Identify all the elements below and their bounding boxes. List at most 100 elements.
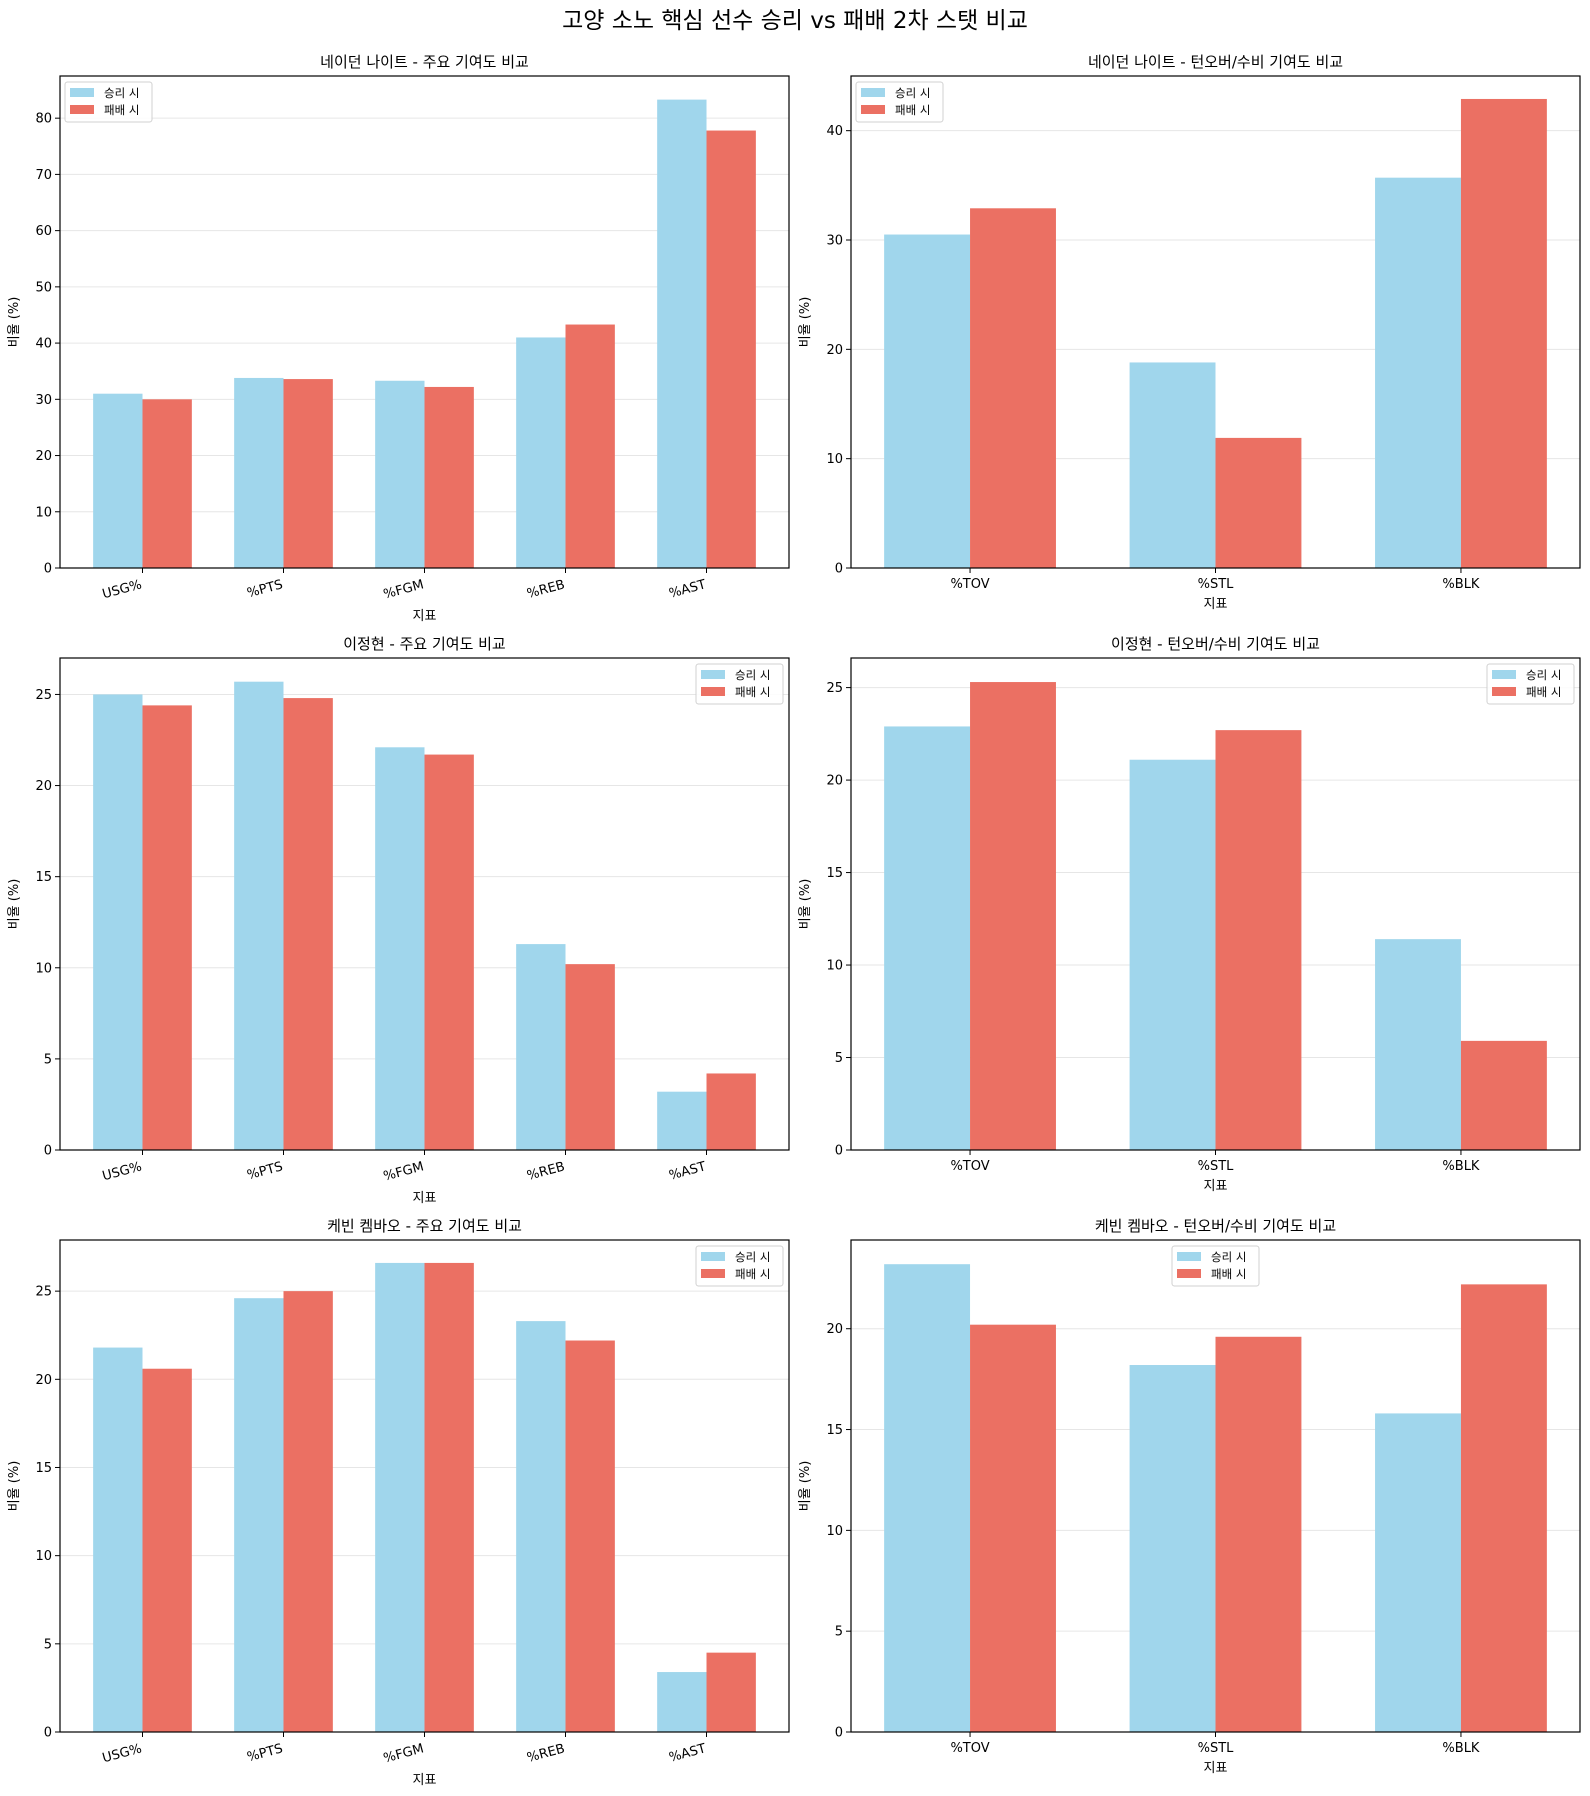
y-tick-label: 0 bbox=[835, 562, 843, 577]
x-tick-label: %STL bbox=[1198, 1159, 1235, 1174]
legend-swatch-loss bbox=[1177, 1269, 1201, 1278]
x-tick-label: %BLK bbox=[1442, 577, 1480, 592]
legend-swatch-win bbox=[70, 88, 94, 97]
y-axis-label: 비율 (%) bbox=[7, 879, 22, 930]
bar-loss-usg bbox=[142, 399, 192, 568]
legend-swatch-loss bbox=[701, 1269, 725, 1278]
x-axis-label: 지표 bbox=[1204, 1761, 1228, 1776]
bar-loss-reb bbox=[565, 1340, 615, 1732]
bar-win-fgm bbox=[375, 380, 425, 568]
y-tick-label: 10 bbox=[35, 505, 52, 520]
y-tick-label: 20 bbox=[35, 449, 52, 464]
legend-label-win: 승리 시 bbox=[735, 668, 770, 682]
y-tick-label: 0 bbox=[835, 1144, 843, 1159]
x-tick-label: %TOV bbox=[950, 1159, 989, 1174]
y-tick-label: 80 bbox=[35, 112, 52, 127]
bar-loss-usg bbox=[142, 1368, 192, 1732]
bar-win-stl bbox=[1129, 362, 1216, 568]
legend: 승리 시패배 시 bbox=[695, 1245, 784, 1287]
y-tick-label: 10 bbox=[35, 1549, 52, 1564]
figure-suptitle: 고양 소노 핵심 선수 승리 vs 패배 2차 스탯 비교 bbox=[562, 8, 1028, 34]
bar-win-tov bbox=[884, 726, 971, 1150]
subplot-title: 이정현 - 주요 기여도 비교 bbox=[343, 635, 506, 653]
y-tick-label: 5 bbox=[835, 1625, 843, 1640]
bar-win-blk bbox=[1375, 939, 1461, 1150]
bar-win-ast bbox=[657, 1672, 707, 1732]
bar-win-fgm bbox=[375, 1262, 425, 1732]
bar-loss-usg bbox=[142, 705, 192, 1150]
y-tick-label: 25 bbox=[35, 688, 52, 703]
legend-label-loss: 패배 시 bbox=[735, 1267, 770, 1281]
bar-win-usg bbox=[93, 694, 143, 1150]
legend-swatch-win bbox=[701, 670, 725, 679]
bar-win-ast bbox=[657, 1091, 707, 1150]
bar-win-pts bbox=[234, 681, 284, 1150]
y-tick-label: 30 bbox=[35, 393, 52, 408]
bar-loss-ast bbox=[706, 1073, 756, 1150]
legend-swatch-loss bbox=[70, 105, 94, 114]
legend-label-loss: 패배 시 bbox=[735, 685, 770, 699]
bar-loss-ast bbox=[706, 1652, 756, 1732]
legend-label-win: 승리 시 bbox=[735, 1250, 770, 1264]
bar-win-reb bbox=[516, 1321, 566, 1732]
y-tick-label: 20 bbox=[35, 779, 52, 794]
legend-swatch-win bbox=[701, 1252, 725, 1261]
y-tick-label: 15 bbox=[35, 870, 52, 885]
y-tick-label: 15 bbox=[35, 1461, 52, 1476]
y-tick-label: 20 bbox=[826, 343, 843, 358]
legend-swatch-win bbox=[1492, 670, 1516, 679]
bar-loss-reb bbox=[565, 964, 615, 1150]
bar-win-reb bbox=[516, 337, 566, 568]
y-tick-label: 20 bbox=[826, 774, 843, 789]
legend-label-win: 승리 시 bbox=[104, 86, 139, 100]
y-tick-label: 20 bbox=[826, 1322, 843, 1337]
subplot-4: 이정현 - 턴오버/수비 기여도 비교 0 5 10 15 20 25 %TOV %STL %BL… bbox=[798, 635, 1581, 1194]
bar-win-ast bbox=[657, 99, 707, 568]
y-tick-label: 10 bbox=[826, 452, 843, 467]
y-tick-label: 5 bbox=[835, 1051, 843, 1066]
legend: 승리 시패배 시 bbox=[64, 81, 153, 123]
bar-loss-reb bbox=[565, 324, 615, 568]
axes-frame bbox=[59, 657, 790, 1151]
x-axis-label: 지표 bbox=[413, 1773, 437, 1788]
y-axis-label: 비율 (%) bbox=[798, 879, 813, 930]
subplot-title: 네이던 나이트 - 턴오버/수비 기여도 비교 bbox=[1088, 53, 1343, 71]
subplot-title: 네이던 나이트 - 주요 기여도 비교 bbox=[320, 53, 529, 71]
bar-win-tov bbox=[884, 1264, 971, 1732]
bar-loss-fgm bbox=[424, 754, 474, 1150]
bar-win-tov bbox=[884, 234, 971, 569]
y-tick-label: 15 bbox=[826, 1423, 843, 1438]
bar-loss-stl bbox=[1215, 730, 1302, 1150]
bar-loss-tov bbox=[970, 682, 1056, 1150]
y-tick-label: 20 bbox=[35, 1373, 52, 1388]
axes-frame bbox=[850, 75, 1581, 569]
y-tick-label: 0 bbox=[835, 1726, 843, 1741]
bar-loss-tov bbox=[970, 208, 1056, 568]
y-tick-label: 0 bbox=[44, 1144, 52, 1159]
legend-swatch-loss bbox=[861, 105, 885, 114]
bar-win-blk bbox=[1375, 1413, 1461, 1732]
bar-win-pts bbox=[234, 1298, 284, 1732]
x-tick-label: %STL bbox=[1198, 577, 1235, 592]
axes-frame bbox=[850, 657, 1581, 1151]
x-axis-label: 지표 bbox=[413, 609, 437, 624]
axes-frame bbox=[59, 75, 790, 569]
legend-swatch-loss bbox=[701, 687, 725, 696]
y-tick-label: 10 bbox=[35, 961, 52, 976]
y-tick-label: 60 bbox=[35, 224, 52, 239]
legend: 승리 시패배 시 bbox=[1171, 1245, 1260, 1287]
bar-loss-pts bbox=[283, 698, 333, 1150]
x-axis-label: 지표 bbox=[1204, 1179, 1228, 1194]
y-tick-label: 10 bbox=[826, 1524, 843, 1539]
bar-win-stl bbox=[1129, 759, 1216, 1150]
x-axis-label: 지표 bbox=[1204, 597, 1228, 612]
legend-label-loss: 패배 시 bbox=[104, 103, 139, 117]
y-tick-label: 0 bbox=[44, 562, 52, 577]
axes-frame bbox=[850, 1239, 1581, 1733]
subplots: 네이던 나이트 - 주요 기여도 비교01020304050607080USG%… bbox=[7, 53, 1581, 1788]
bar-win-usg bbox=[93, 1347, 143, 1732]
legend-label-loss: 패배 시 bbox=[895, 103, 930, 117]
y-tick-label: 25 bbox=[826, 681, 843, 696]
